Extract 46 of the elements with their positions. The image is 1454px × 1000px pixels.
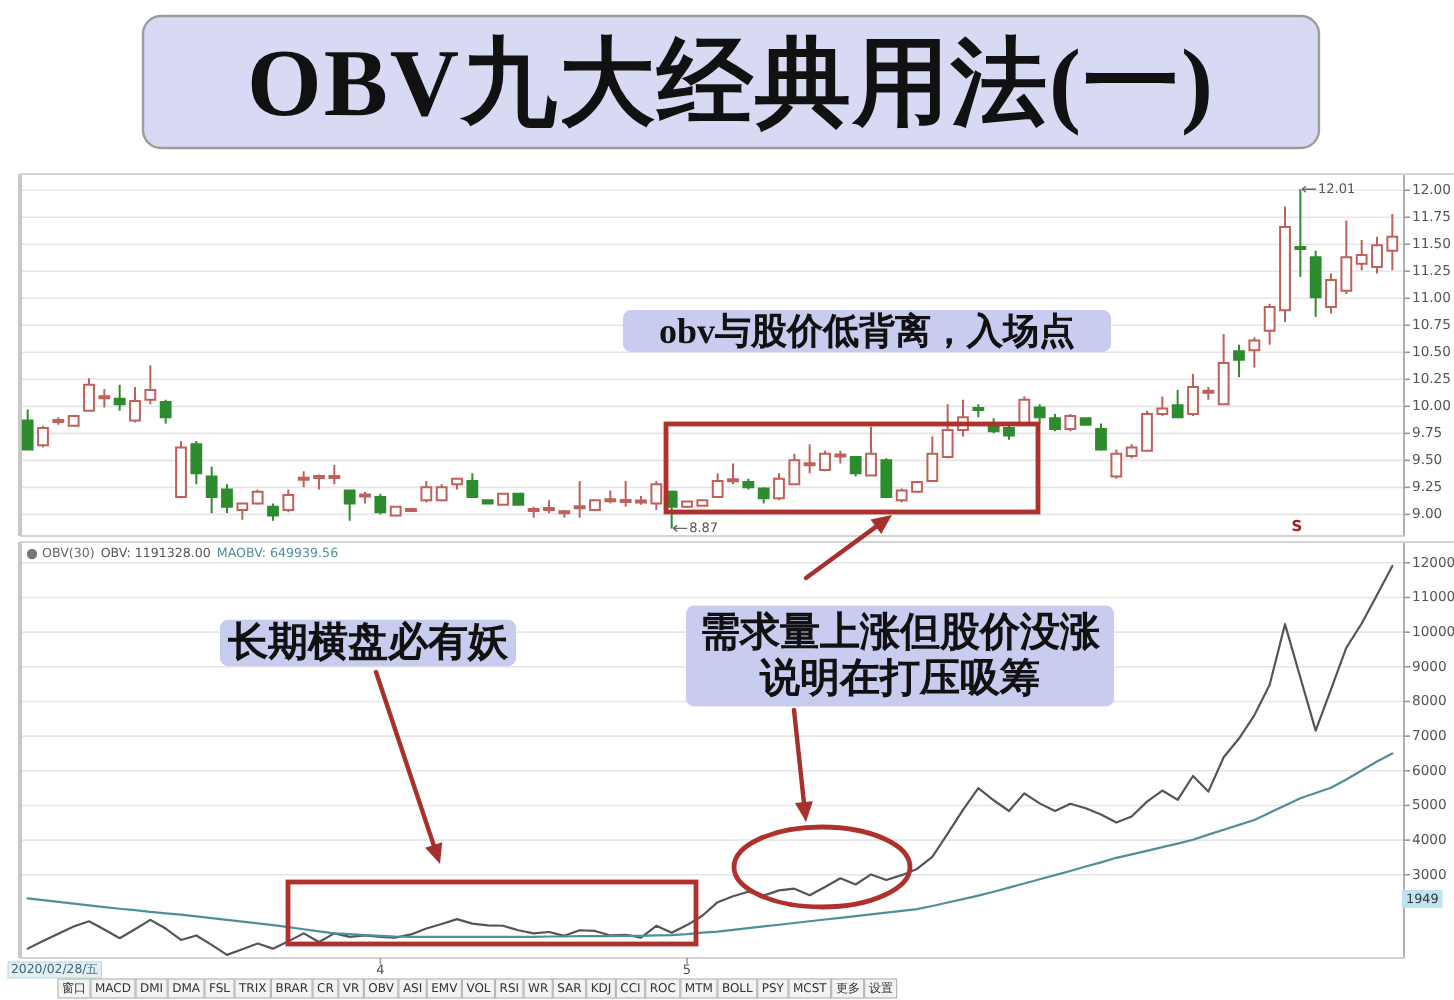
candlestick	[175, 439, 187, 500]
candlestick	[374, 492, 387, 516]
candlestick	[1110, 448, 1123, 480]
candlestick	[1294, 188, 1307, 278]
annotation: 需求量上涨但股价没涨说明在打压吸筹	[700, 608, 1102, 702]
candlestick	[37, 424, 49, 449]
candlestick	[849, 455, 862, 478]
candlestick	[742, 477, 755, 491]
candlestick	[880, 457, 893, 500]
candlestick	[113, 383, 126, 412]
candlestick	[757, 486, 770, 505]
candlestick	[865, 425, 877, 478]
candlestick	[1064, 412, 1077, 433]
candlestick	[1079, 416, 1092, 427]
candlestick	[466, 472, 479, 499]
chart-title: OBV九大经典用法(一)	[247, 31, 1215, 137]
candlestick	[21, 408, 34, 451]
candlestick	[1171, 389, 1184, 420]
candlestick	[67, 413, 80, 428]
candlestick	[52, 416, 65, 426]
candlestick	[972, 403, 985, 419]
candlestick	[343, 488, 356, 522]
candlestick	[481, 499, 494, 505]
annotation: obv与股价低背离，入场点	[658, 311, 1076, 351]
candlestick	[420, 479, 433, 504]
candlestick	[159, 398, 172, 425]
candlestick	[512, 491, 525, 507]
line-series	[26, 752, 1394, 938]
candlestick	[359, 490, 371, 505]
candlestick	[1248, 336, 1261, 369]
candlestick	[251, 488, 264, 506]
candlestick	[451, 477, 463, 491]
candlestick	[1095, 422, 1107, 452]
annotation: 长期横盘必有妖	[226, 619, 510, 665]
candlestick	[1018, 395, 1031, 425]
candlestick	[435, 483, 448, 503]
candlestick	[1233, 343, 1245, 379]
line-series	[26, 564, 1394, 956]
candlestick	[665, 489, 678, 530]
candlestick	[1217, 332, 1230, 407]
candlestick	[497, 492, 509, 506]
candlestick	[190, 439, 203, 486]
candlestick	[1309, 249, 1322, 318]
candlestick	[267, 502, 279, 522]
candlestick	[282, 488, 295, 514]
candlestick	[236, 502, 249, 521]
